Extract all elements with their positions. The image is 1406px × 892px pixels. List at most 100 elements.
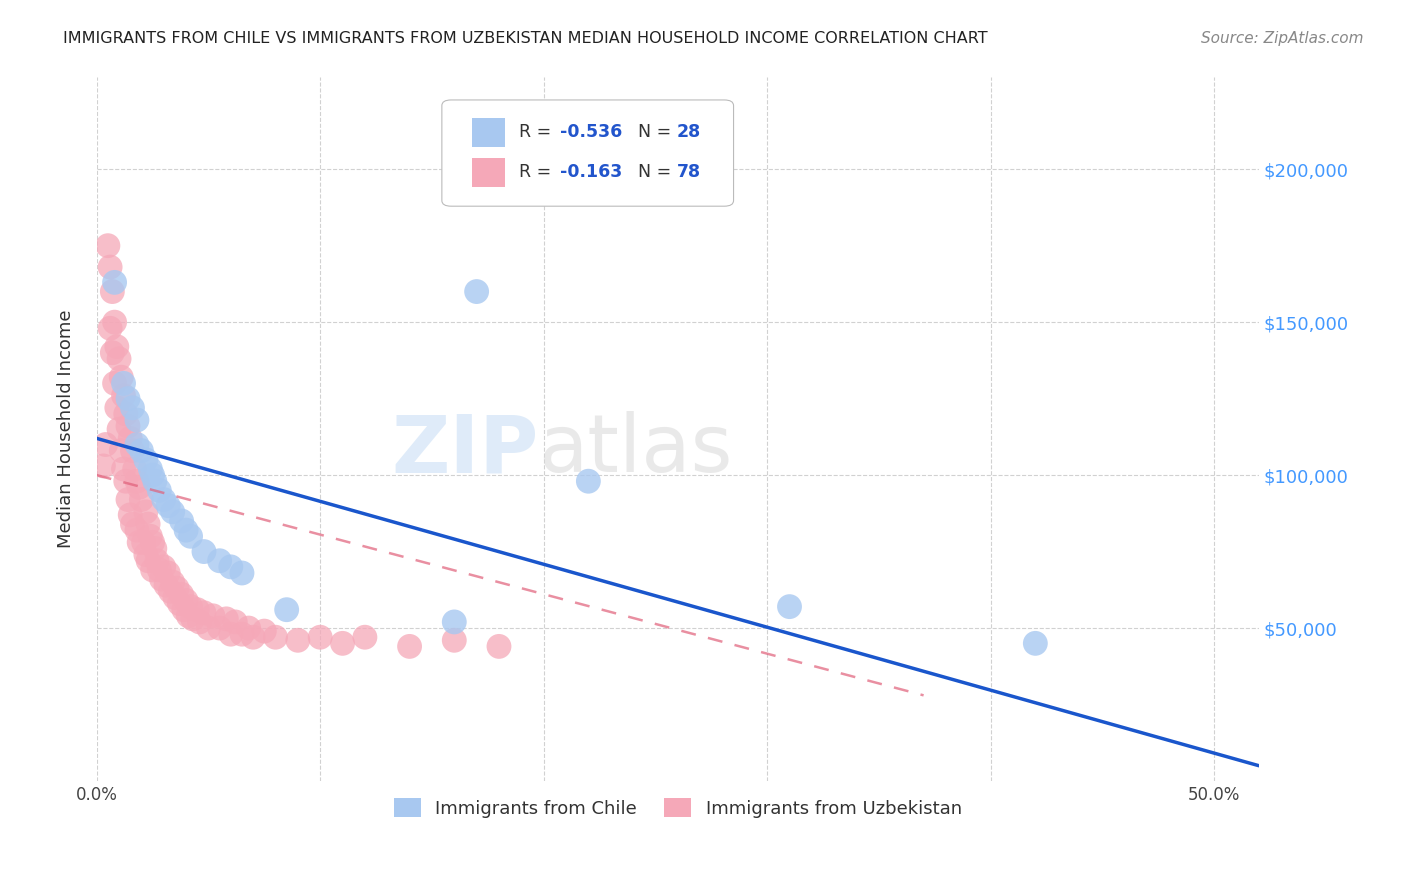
Point — [148, 563, 170, 577]
Point — [152, 560, 174, 574]
Point — [139, 529, 162, 543]
Point — [136, 516, 159, 531]
Point — [142, 535, 165, 549]
Point — [398, 640, 420, 654]
Text: -0.163: -0.163 — [561, 163, 623, 181]
Text: -0.536: -0.536 — [561, 123, 623, 141]
Point — [170, 514, 193, 528]
Point — [224, 615, 246, 629]
Point — [465, 285, 488, 299]
Point — [135, 452, 157, 467]
Point — [162, 575, 184, 590]
Point — [121, 516, 143, 531]
Point — [443, 633, 465, 648]
Point — [159, 584, 181, 599]
Point — [276, 603, 298, 617]
Point — [125, 523, 148, 537]
Point — [157, 499, 180, 513]
Text: atlas: atlas — [538, 411, 733, 490]
Point — [242, 630, 264, 644]
Point — [112, 376, 135, 391]
Point — [117, 492, 139, 507]
Text: ZIP: ZIP — [391, 411, 538, 490]
Point — [128, 535, 150, 549]
Point — [108, 351, 131, 366]
Point — [103, 315, 125, 329]
Point — [231, 566, 253, 580]
Point — [146, 554, 169, 568]
Point — [128, 480, 150, 494]
Point — [576, 474, 599, 488]
Text: R =: R = — [519, 123, 557, 141]
Text: IMMIGRANTS FROM CHILE VS IMMIGRANTS FROM UZBEKISTAN MEDIAN HOUSEHOLD INCOME CORR: IMMIGRANTS FROM CHILE VS IMMIGRANTS FROM… — [63, 31, 988, 46]
FancyBboxPatch shape — [472, 158, 505, 187]
Point — [181, 612, 204, 626]
Point — [101, 345, 124, 359]
Point — [208, 554, 231, 568]
Point — [264, 630, 287, 644]
Point — [169, 597, 191, 611]
Point — [208, 621, 231, 635]
FancyBboxPatch shape — [472, 118, 505, 147]
Point — [197, 621, 219, 635]
Point — [103, 376, 125, 391]
Point — [177, 608, 200, 623]
Point — [180, 529, 202, 543]
Point — [135, 505, 157, 519]
Point — [155, 578, 177, 592]
Point — [779, 599, 801, 614]
Legend: Immigrants from Chile, Immigrants from Uzbekistan: Immigrants from Chile, Immigrants from U… — [387, 791, 969, 825]
Point — [186, 603, 208, 617]
Point — [219, 627, 242, 641]
Point — [121, 443, 143, 458]
Point — [174, 523, 197, 537]
Point — [193, 544, 215, 558]
Point — [114, 407, 136, 421]
Point — [132, 535, 155, 549]
Point — [93, 458, 115, 473]
Point — [231, 627, 253, 641]
Point — [117, 419, 139, 434]
Point — [98, 260, 121, 274]
Point — [120, 508, 142, 522]
Point — [139, 462, 162, 476]
Point — [157, 566, 180, 580]
Point — [309, 630, 332, 644]
Point — [332, 636, 354, 650]
Text: 78: 78 — [676, 163, 700, 181]
Text: 28: 28 — [676, 123, 700, 141]
Point — [287, 633, 309, 648]
Point — [188, 615, 211, 629]
Y-axis label: Median Household Income: Median Household Income — [58, 310, 75, 549]
Point — [120, 431, 142, 445]
Point — [125, 437, 148, 451]
Point — [142, 468, 165, 483]
Point — [105, 340, 128, 354]
Point — [180, 599, 202, 614]
Point — [112, 462, 135, 476]
Point — [135, 548, 157, 562]
Point — [110, 370, 132, 384]
Point — [166, 582, 188, 596]
Point — [152, 492, 174, 507]
Point — [103, 276, 125, 290]
Point — [121, 401, 143, 415]
Point — [143, 474, 166, 488]
Point — [488, 640, 510, 654]
Point — [114, 474, 136, 488]
Point — [108, 422, 131, 436]
Point — [131, 443, 153, 458]
Point — [98, 321, 121, 335]
Text: R =: R = — [519, 163, 557, 181]
Point — [163, 591, 186, 605]
Point — [105, 401, 128, 415]
Point — [125, 413, 148, 427]
Text: N =: N = — [638, 123, 678, 141]
FancyBboxPatch shape — [441, 100, 734, 206]
Point — [112, 388, 135, 402]
Point — [238, 621, 260, 635]
Point — [136, 554, 159, 568]
Point — [173, 603, 195, 617]
Point — [354, 630, 377, 644]
Point — [443, 615, 465, 629]
